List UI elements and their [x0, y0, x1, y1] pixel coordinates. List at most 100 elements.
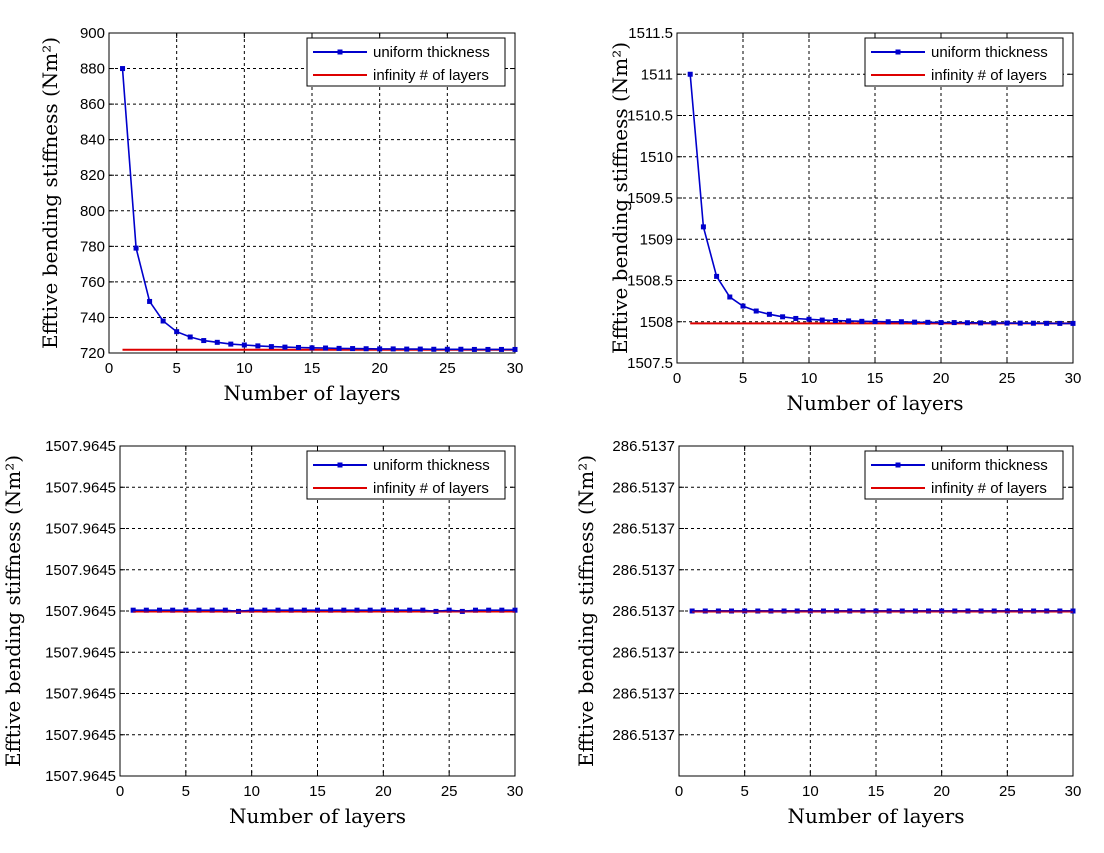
legend: uniform thickness infinity # of layers [306, 450, 506, 500]
x-tick-label: 30 [1065, 783, 1082, 800]
chart-panel-2: 0 5 10 15 20 25 30 1507.5 1508 1508.5 1509 1509.5 15… [608, 25, 1081, 415]
x-tick-label: 10 [243, 783, 260, 800]
data-point [991, 320, 997, 326]
data-point [938, 320, 944, 326]
data-point [873, 608, 879, 614]
data-point [328, 607, 334, 613]
y-tick-label: 880 [80, 61, 105, 78]
data-point [394, 607, 399, 613]
y-tick-label: 860 [80, 96, 105, 113]
y-tick-label: 286.5137 [612, 438, 675, 455]
data-point [486, 607, 492, 613]
data-point [187, 334, 193, 340]
data-point [1030, 320, 1036, 326]
data-point [702, 608, 708, 614]
x-axis-label: Number of layers [224, 381, 401, 405]
data-point [485, 346, 491, 352]
x-tick-label: 30 [507, 360, 524, 377]
x-tick-label: 30 [507, 783, 524, 800]
data-point [832, 318, 838, 324]
data-point [420, 607, 426, 613]
x-tick-label: 25 [999, 370, 1016, 387]
data-point [499, 607, 505, 613]
legend-box [864, 37, 1064, 87]
data-point [262, 607, 268, 613]
x-axis-label: Number of layers [787, 391, 964, 415]
x-tick-label: 0 [675, 783, 683, 800]
legend-marker [895, 49, 901, 55]
y-tick-label: 1509.5 [627, 190, 673, 207]
data-point [350, 346, 356, 352]
legend-label: infinity # of layers [931, 67, 1047, 84]
data-point [363, 346, 369, 352]
x-tick-label: 0 [105, 360, 113, 377]
x-axis-label: Number of layers [229, 804, 406, 828]
y-axis-label: Efftive bending stiffness (Nm²) [38, 37, 62, 349]
data-point [120, 66, 126, 72]
x-tick-label: 10 [802, 783, 819, 800]
y-tick-label: 286.5137 [612, 521, 675, 538]
y-tick-label: 1507.9645 [45, 727, 116, 744]
chart-panel-4: 0 5 10 15 20 25 30 286.5137 286.5137 286.5137 286.… [574, 438, 1081, 828]
legend-label: infinity # of layers [931, 480, 1047, 497]
chart-panel-3: 0 5 10 15 20 25 30 1507.9645 1507.9645 1507.9645 1… [1, 438, 523, 828]
data-point [1044, 608, 1050, 614]
legend-box [864, 450, 1064, 500]
data-point [295, 344, 301, 350]
x-tick-label: 10 [801, 370, 818, 387]
axes-frame [676, 32, 1074, 364]
legend-box [306, 37, 506, 87]
data-point [377, 346, 383, 352]
data-point [926, 608, 932, 614]
x-tick-label: 15 [867, 370, 884, 387]
data-point [700, 224, 706, 230]
y-tick-label: 1508.5 [627, 273, 673, 290]
y-tick-label: 820 [80, 167, 105, 184]
y-tick-label: 800 [80, 203, 105, 220]
data-point [130, 607, 136, 613]
data-point [742, 608, 748, 614]
y-axis-label: Efftive bending stiffness (Nm²) [608, 42, 632, 354]
data-point [201, 338, 207, 344]
y-tick-label: 286.5137 [612, 562, 675, 579]
data-point [898, 319, 904, 325]
data-point [859, 318, 865, 324]
data-point [1057, 320, 1063, 326]
x-tick-label: 10 [236, 360, 253, 377]
y-tick-label: 1509 [640, 231, 673, 248]
data-point [794, 608, 800, 614]
y-tick-label: 780 [80, 238, 105, 255]
legend-label: infinity # of layers [373, 67, 489, 84]
data-point [498, 346, 504, 352]
y-axis-label: Efftive bending stiffness (Nm²) [1, 455, 25, 767]
data-point [1070, 608, 1076, 614]
data-point [380, 607, 386, 613]
data-point [336, 345, 342, 351]
data-point [965, 608, 971, 614]
y-tick-label: 1510.5 [627, 108, 673, 125]
data-point [444, 346, 450, 352]
x-tick-label: 25 [439, 360, 456, 377]
x-tick-label: 0 [673, 370, 681, 387]
data-point [446, 607, 452, 613]
data-point [755, 608, 761, 614]
data-point [899, 608, 905, 614]
legend-label: uniform thickness [373, 44, 490, 61]
y-tick-label: 720 [80, 345, 105, 362]
y-tick-label: 286.5137 [612, 644, 675, 661]
legend-label: uniform thickness [373, 457, 490, 474]
legend-marker [337, 462, 343, 468]
legend: uniform thickness infinity # of layers [864, 450, 1064, 500]
x-axis-label: Number of layers [788, 804, 965, 828]
data-point [249, 607, 255, 613]
data-point [255, 343, 261, 349]
x-tick-label: 5 [172, 360, 180, 377]
data-point [1070, 320, 1076, 326]
data-point [354, 607, 360, 613]
data-point [268, 344, 274, 350]
data-point [1044, 320, 1050, 326]
data-point [512, 607, 518, 613]
data-point [991, 608, 997, 614]
x-tick-label: 0 [116, 783, 124, 800]
x-tick-label: 20 [375, 783, 392, 800]
